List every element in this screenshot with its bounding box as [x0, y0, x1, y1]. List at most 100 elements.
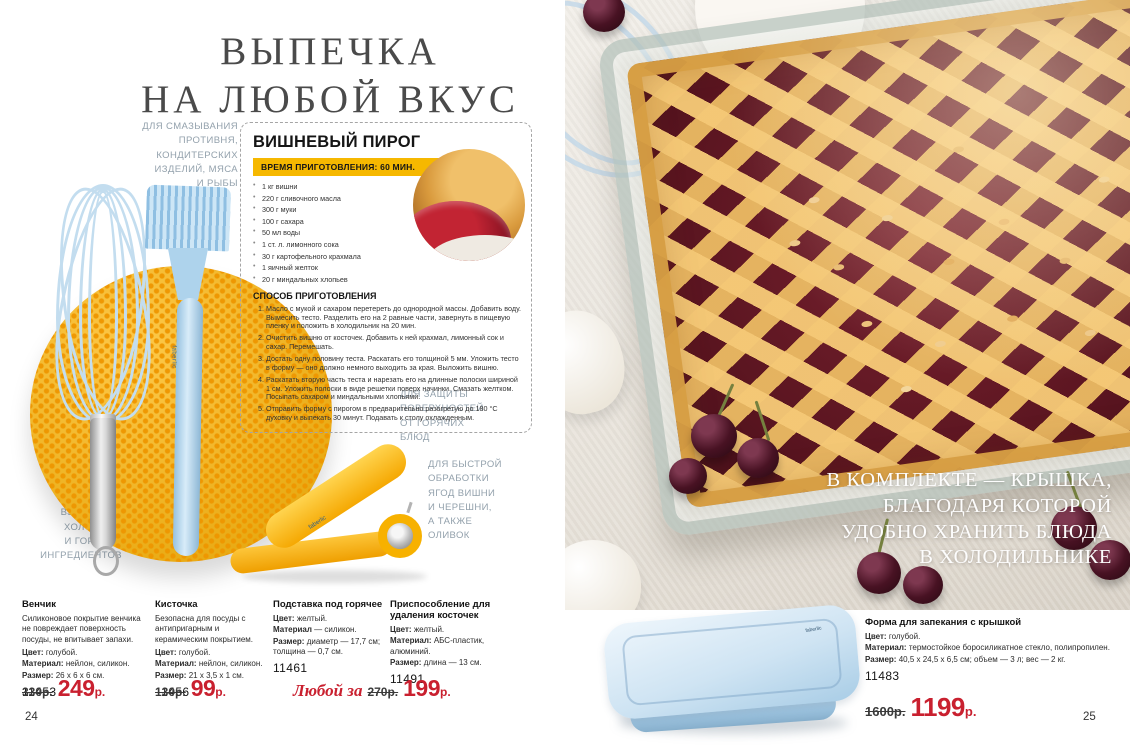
method-steps: Масло с мукой и сахаром перетереть до од… [253, 304, 521, 423]
ingredient: 300 г муки [253, 205, 425, 214]
product-spec: Размер: диаметр — 17,7 см; толщина — 0,7… [273, 636, 381, 657]
product-name: Подставка под горячее [273, 599, 383, 610]
pitter-pin [406, 501, 413, 514]
method-step: Отправить форму с пирогом в предваритель… [266, 405, 521, 423]
new-price: 199 [403, 675, 441, 701]
product-desc: Безопасна для посуды с антипригарным и к… [155, 613, 253, 644]
page-title: ВЫПЕЧКА НА ЛЮБОЙ ВКУС [80, 28, 580, 123]
method-step: Раскатать вторую часть теста и нарезать … [266, 375, 521, 402]
cherry [1089, 540, 1130, 580]
whisk-photo [41, 180, 166, 576]
ingredient: 220 г сливочного масла [253, 194, 425, 203]
cherry [691, 414, 737, 458]
pitter-photo: faberlic [229, 437, 440, 586]
old-price: 1600р. [865, 703, 906, 719]
baking-form-photo: faberlic [590, 603, 880, 748]
product-name: Кисточка [155, 599, 198, 610]
glass-baking-dish [596, 0, 1130, 538]
page-number-left: 24 [25, 711, 38, 723]
recipe-title: ВИШНЕВЫЙ ПИРОГ [253, 133, 421, 151]
method-title: СПОСОБ ПРИГОТОВЛЕНИЯ [253, 290, 377, 301]
cherry [737, 438, 779, 478]
callout-trivet: ДЛЯ ЗАЩИТЫ ПОВЕРХНОСТЕЙ ОТ ГОРЯЧИХ БЛЮД [400, 389, 484, 443]
method-step: Очистить вишню от косточек. Добавить к н… [266, 333, 521, 352]
brand-logo: faberlic [170, 345, 177, 369]
pitter-scoop [378, 514, 422, 558]
product-spec: Цвет: голубой. [22, 648, 78, 658]
whisk-handle [90, 418, 116, 550]
egg [565, 540, 641, 610]
cherry [583, 0, 625, 32]
ingredient: 1 кг вишни [253, 182, 425, 191]
product-spec: Размер: 21 х 3,5 х 1 см. [155, 670, 245, 680]
product-spec: Цвет: голубой. [155, 648, 211, 658]
method-step: Масло с мукой и сахаром перетереть до од… [266, 304, 521, 331]
whisk-loop [93, 546, 119, 576]
product-spec: Цвет: желтый. [390, 624, 445, 634]
product-card-pitter: Приспособление для удаления косточек Цве… [390, 599, 508, 688]
price-brush: 130р. 99р. [155, 675, 226, 702]
cherry [857, 552, 901, 594]
ingredient: 30 г картофельного крахмала [253, 252, 425, 261]
ingredient-list: 1 кг вишни 220 г сливочного масла 300 г … [253, 182, 425, 284]
price-combo: Любой за 270р. 199р. [293, 675, 508, 702]
product-spec: Цвет: голубой. [865, 631, 921, 641]
product-card-baking-form: Форма для запекания с крышкой Цвет: голу… [865, 617, 1115, 725]
ingredient: 1 ст. л. лимонного сока [253, 240, 425, 249]
product-spec: Материал — силикон. [273, 625, 357, 635]
product-spec: Материал: нейлон, силикон. [22, 659, 130, 669]
pitter-lower-arm [229, 530, 393, 575]
ingredient: 100 г сахара [253, 217, 425, 226]
old-price: 130р. [155, 685, 186, 699]
brush-photo: faberlic [144, 184, 236, 571]
product-code: 11456 [155, 685, 190, 700]
photo-overlay-text: В КОМПЛЕКТЕ — КРЫШКА, БЛАГОДАРЯ КОТОРОЙ … [826, 469, 1112, 569]
product-spec: Размер: 40,5 х 24,5 х 6,5 см; объем — 3 … [865, 654, 1066, 664]
product-card-whisk: Венчик Силиконовое покрытие венчика не п… [22, 599, 146, 701]
new-price: 1199 [910, 691, 965, 722]
new-price: 249 [57, 675, 95, 701]
price-baking-form: 1600р. 1199р. [865, 691, 1115, 725]
product-name: Приспособление для удаления косточек [390, 599, 491, 621]
currency: р. [964, 703, 977, 719]
currency: р. [215, 685, 226, 699]
recipe-timebar: ВРЕМЯ ПРИГОТОВЛЕНИЯ: 60 МИН. [253, 158, 459, 176]
page-number-right: 25 [1083, 711, 1096, 723]
page-title-line1: ВЫПЕЧКА [220, 30, 440, 73]
callout-brush: ДЛЯ СМАЗЫВАНИЯ ПРОТИВНЯ, КОНДИТЕРСКИХ ИЗ… [142, 121, 238, 189]
hero-photo: В КОМПЛЕКТЕ — КРЫШКА, БЛАГОДАРЯ КОТОРОЙ … [565, 0, 1130, 610]
brush-handle [172, 297, 204, 557]
brush-bristles [144, 184, 232, 252]
product-desc: Силиконовое покрытие венчика не поврежда… [22, 613, 141, 644]
cherry [903, 566, 943, 604]
product-spec: Размер: 26 х 6 х 6 см. [22, 670, 105, 680]
new-price: 99 [190, 675, 216, 701]
old-price: 270р. [367, 685, 399, 699]
product-card-trivet: Подставка под горячее Цвет: желтый. Мате… [273, 599, 387, 677]
old-price: 330р. [22, 685, 53, 699]
egg [565, 301, 635, 423]
currency: р. [94, 685, 106, 699]
product-name: Форма для запекания с крышкой [865, 617, 1022, 628]
ingredient: 50 мл воды [253, 228, 425, 237]
product-spec: Материал: термостойкое боросиликатное ст… [865, 643, 1110, 653]
ingredient: 20 г миндальных хлопьев [253, 275, 425, 284]
price-whisk: 330р. 249р. [22, 675, 105, 702]
product-code: 11453 [22, 685, 57, 700]
product-spec: Размер: длина — 13 см. [390, 658, 482, 668]
product-spec: Материал: нейлон, силикон. [155, 659, 263, 669]
product-card-brush: Кисточка Безопасна для посуды с антиприг… [155, 599, 267, 701]
product-name: Венчик [22, 599, 56, 610]
recipe-pie-photo [413, 149, 525, 261]
product-spec: Цвет: желтый. [273, 613, 328, 623]
product-spec: Материал: АБС-пластик, алюминий. [390, 636, 485, 656]
cherry [669, 458, 707, 494]
pitter-shadow [242, 570, 427, 583]
product-code: 11461 [273, 661, 308, 676]
page-title-line2: НА ЛЮБОЙ ВКУС [141, 77, 519, 121]
brush-neck [167, 248, 209, 300]
method-step: Достать одну половину теста. Раскатать е… [266, 354, 521, 373]
recipe-card: ВИШНЕВЫЙ ПИРОГ ВРЕМЯ ПРИГОТОВЛЕНИЯ: 60 М… [240, 122, 532, 434]
currency: р. [440, 685, 451, 699]
